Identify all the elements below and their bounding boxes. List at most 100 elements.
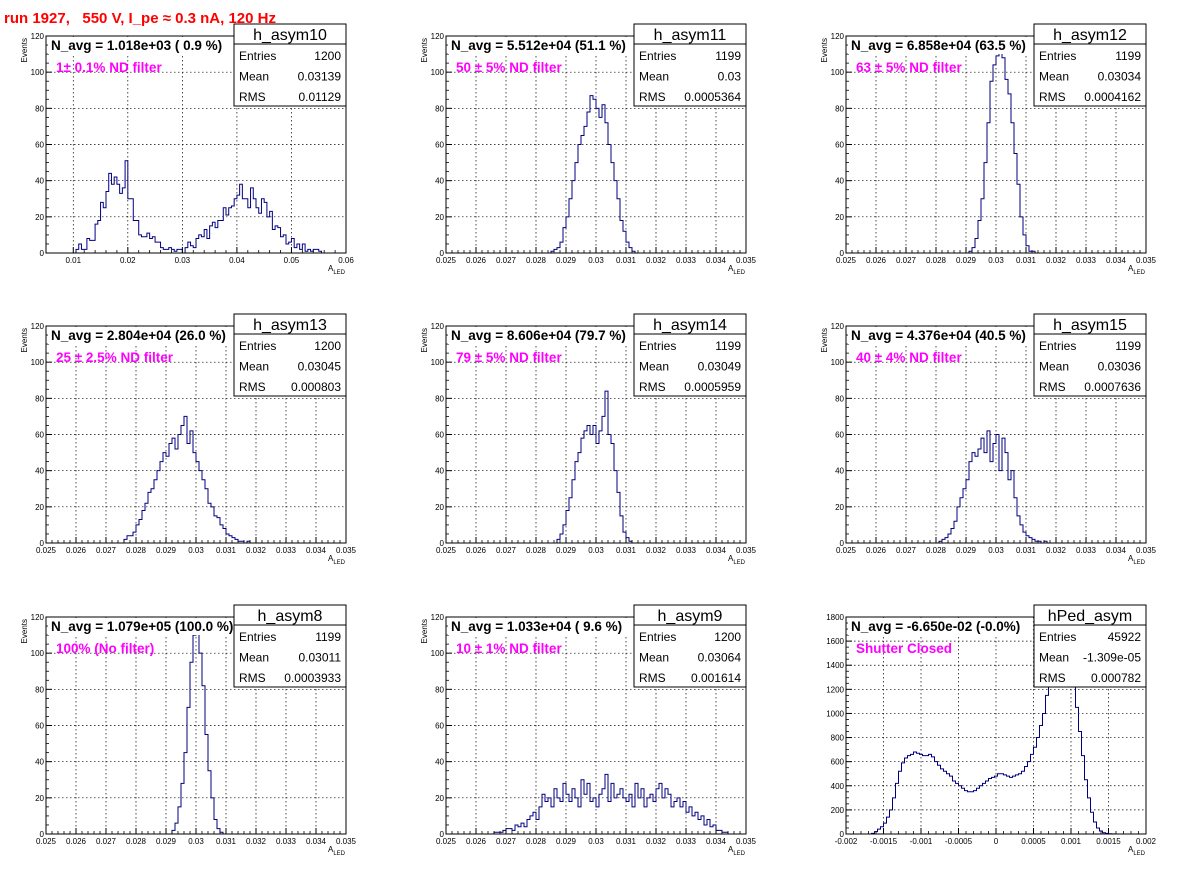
y-tick-label: 1200: [826, 685, 844, 694]
stats-value: 0.001614: [691, 671, 741, 685]
stats-value: 0.03011: [299, 651, 342, 665]
x-axis-label: ALED: [328, 264, 346, 276]
navg-box: [448, 618, 632, 635]
y-tick-label: 20: [35, 503, 44, 512]
x-tick-label: 0.033: [1076, 256, 1097, 265]
x-tick-label: 0.029: [556, 837, 577, 846]
x-axis-label-subscript: LED: [1133, 270, 1145, 276]
y-tick-label: 80: [35, 104, 44, 113]
x-tick-label: 0.05: [284, 256, 300, 265]
histogram-series-line: [921, 430, 1101, 544]
stats-label: Mean: [639, 70, 669, 84]
y-tick-label: 60: [835, 431, 844, 440]
stats-value: 1199: [715, 49, 741, 63]
stats-value: 0.03045: [298, 360, 342, 374]
navg-box: [848, 327, 1032, 344]
stats-value: 1199: [315, 630, 341, 644]
y-tick-label: 40: [435, 758, 444, 767]
stats-label: RMS: [639, 380, 666, 394]
y-axis-label: Events: [20, 38, 29, 62]
stats-value: 0.0005364: [684, 90, 741, 104]
x-axis-label-subscript: LED: [733, 851, 745, 857]
y-axis-label: Events: [20, 619, 29, 643]
y-tick-label: 40: [35, 177, 44, 186]
x-tick-label: 0.06: [338, 256, 354, 265]
x-tick-label: 0.031: [216, 837, 237, 846]
x-tick-label: 0.002: [1136, 837, 1157, 846]
filter-annotation: Shutter Closed: [856, 641, 952, 656]
histogram-name: h_asym14: [653, 317, 727, 334]
histogram-series-line: [521, 95, 671, 254]
x-tick-label: 0.035: [336, 837, 357, 846]
stats-label: Entries: [239, 339, 276, 353]
stats-box: [633, 313, 747, 397]
navg-box: [848, 37, 1032, 54]
panel-h_asym9: 0.025 0.026 0.027 0.028 0.029 0.03 0.031 0.032 0…: [420, 604, 757, 857]
stats-label: RMS: [639, 90, 666, 104]
x-tick-label: 0.027: [896, 546, 917, 555]
y-tick-label: 1600: [826, 637, 844, 646]
stats-label: Mean: [1039, 70, 1069, 84]
y-tick-label: 800: [831, 734, 845, 743]
x-tick-label: 0.028: [126, 837, 147, 846]
panel-hPed_asym: -0.002 -0.0015 -0.001 -0.0005 0 0.0005 0.001 0.…: [826, 604, 1157, 857]
x-tick-label: 0.032: [246, 837, 267, 846]
page-title: run 1927, 550 V, I_pe ≈ 0.3 nA, 120 Hz: [4, 10, 276, 27]
stats-box: [633, 23, 747, 107]
y-tick-label: 100: [431, 649, 445, 658]
x-axis-label-subscript: LED: [333, 270, 345, 276]
y-tick-label: 120: [31, 613, 45, 622]
y-tick-label: 20: [435, 794, 444, 803]
x-axis-label: ALED: [1128, 554, 1146, 566]
x-tick-label: 0.035: [1136, 256, 1157, 265]
navg-label: N_avg = 2.804e+04 (26.0 %): [51, 328, 226, 343]
y-tick-label: 120: [431, 613, 445, 622]
x-tick-label: 0.032: [646, 837, 667, 846]
x-tick-label: 0.027: [96, 837, 117, 846]
stats-label: Mean: [239, 70, 269, 84]
stats-value: 0.000803: [291, 380, 341, 394]
navg-label: N_avg = 1.079e+05 (100.0 %): [51, 619, 233, 634]
x-tick-label: 0.034: [706, 256, 727, 265]
x-tick-label: 0.029: [156, 546, 177, 555]
stats-box: [1033, 313, 1147, 397]
stats-label: RMS: [239, 380, 266, 394]
x-tick-label: 0.029: [156, 837, 177, 846]
stats-value: 0.03049: [698, 360, 742, 374]
stats-label: Entries: [639, 49, 676, 63]
x-tick-label: 0.029: [956, 546, 977, 555]
x-tick-label: 0.03: [588, 546, 604, 555]
x-tick-label: 0.026: [466, 256, 487, 265]
navg-box: [448, 37, 632, 54]
histogram-name: h_asym9: [658, 608, 723, 625]
stats-value: 0.03: [718, 70, 742, 84]
x-axis-label-subscript: LED: [333, 851, 345, 857]
stats-value: 45922: [1108, 630, 1142, 644]
stats-value: 0.01129: [299, 90, 342, 104]
y-tick-label: 20: [435, 213, 444, 222]
panel-h_asym12: 0.025 0.026 0.027 0.028 0.029 0.03 0.031 0.032 0…: [820, 23, 1157, 276]
y-tick-label: 20: [835, 503, 844, 512]
x-axis-label: ALED: [1128, 264, 1146, 276]
stats-value: 1199: [715, 339, 741, 353]
y-tick-label: 400: [831, 782, 845, 791]
y-tick-label: 40: [835, 467, 844, 476]
filter-annotation: 40 ± 4% ND filter: [856, 350, 962, 365]
y-axis-label: Events: [820, 38, 829, 62]
y-tick-label: 600: [831, 758, 845, 767]
x-tick-label: 0.033: [676, 546, 697, 555]
y-tick-label: 120: [831, 32, 845, 41]
stats-label: Entries: [1039, 630, 1076, 644]
x-tick-label: 0.035: [736, 546, 757, 555]
stats-label: RMS: [239, 90, 266, 104]
y-tick-label: 80: [435, 104, 444, 113]
y-tick-label: 0: [840, 539, 845, 548]
histogram-series-line: [121, 415, 301, 544]
stats-label: Mean: [639, 360, 669, 374]
x-tick-label: 0.03: [175, 256, 191, 265]
x-axis-label-subscript: LED: [1133, 851, 1145, 857]
x-tick-label: 0.0015: [1096, 837, 1121, 846]
stats-label: Mean: [239, 651, 269, 665]
x-tick-label: 0.029: [956, 256, 977, 265]
x-tick-label: 0.033: [676, 256, 697, 265]
